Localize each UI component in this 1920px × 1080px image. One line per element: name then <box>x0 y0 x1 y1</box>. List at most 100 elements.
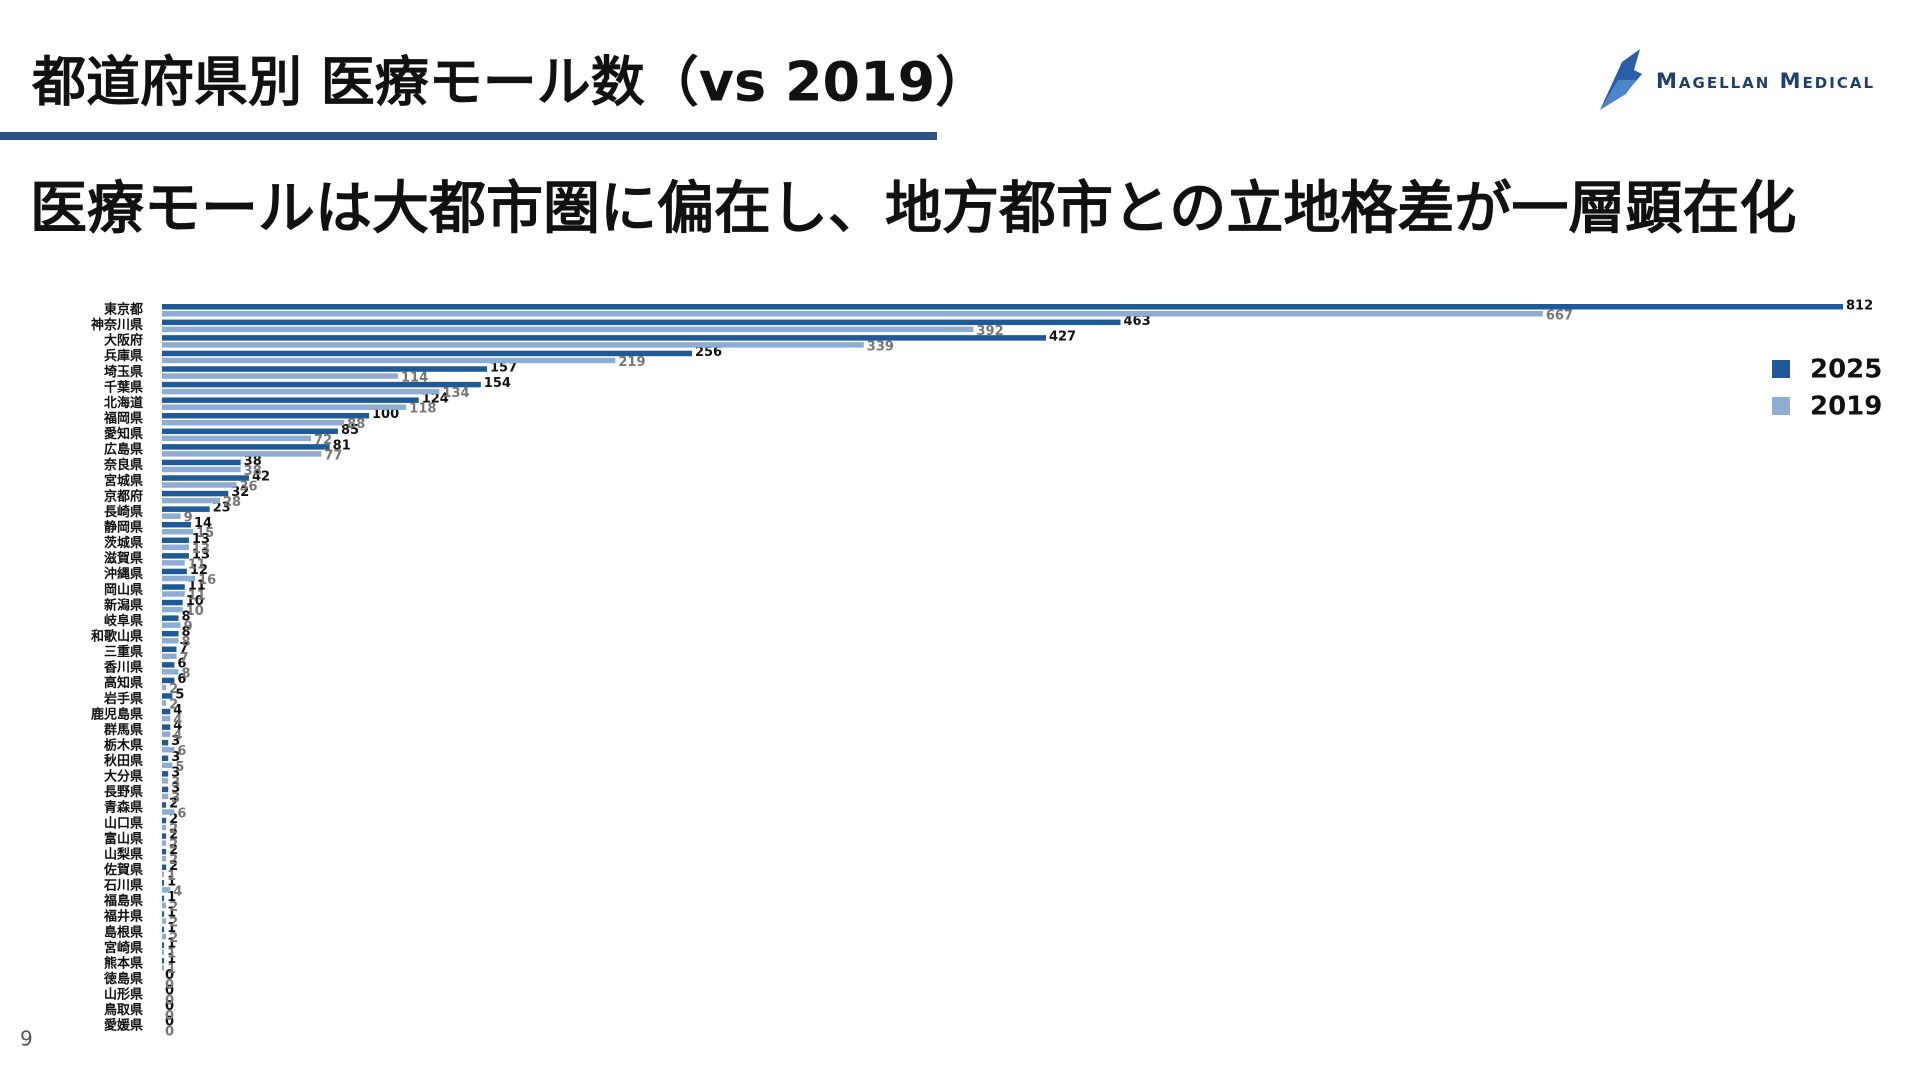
legend-label: 2019 <box>1810 392 1882 422</box>
bar <box>162 809 175 815</box>
bar <box>162 840 167 846</box>
bar <box>162 326 974 333</box>
value-label: 15 <box>196 526 214 541</box>
bar <box>162 357 616 364</box>
bar <box>162 715 171 722</box>
value-label: 13 <box>192 542 210 557</box>
y-tick-label: 千葉県 <box>104 379 143 395</box>
bar <box>162 755 169 762</box>
bar <box>162 708 171 715</box>
legend-swatch <box>1772 397 1790 415</box>
value-label: 36 <box>240 480 258 495</box>
value-label: 8 <box>182 610 191 625</box>
value-label: 2 <box>169 682 178 697</box>
bar <box>162 544 189 551</box>
y-tick-label: 沖縄県 <box>104 566 143 582</box>
value-label: 4 <box>173 719 182 734</box>
legend-label: 2025 <box>1810 355 1882 385</box>
page-number: 9 <box>20 1027 33 1051</box>
bar <box>162 506 210 512</box>
value-label: 1 <box>167 869 176 884</box>
bar <box>162 591 185 597</box>
y-tick-label: 兵庫県 <box>104 348 143 364</box>
bar <box>162 412 370 419</box>
value-label: 8 <box>182 635 191 650</box>
bar <box>162 622 181 628</box>
value-label: 38 <box>244 454 262 469</box>
bar <box>162 793 169 800</box>
bar <box>162 871 165 878</box>
value-label: 85 <box>341 423 359 438</box>
bar <box>162 918 167 924</box>
value-label: 4 <box>173 729 182 744</box>
value-label: 3 <box>171 791 180 806</box>
bar <box>162 964 165 971</box>
y-tick-label: 大阪府 <box>104 333 143 349</box>
y-tick-label: 長野県 <box>104 785 143 800</box>
value-label: 5 <box>175 760 184 775</box>
logo-mark-accent <box>1600 80 1636 110</box>
y-tick-label: 山口県 <box>104 815 143 831</box>
bar <box>162 662 175 668</box>
value-label: 13 <box>192 532 210 547</box>
value-label: 2 <box>169 828 178 843</box>
value-label: 667 <box>1546 308 1573 323</box>
y-tick-label: 埼玉県 <box>104 364 143 380</box>
bar <box>162 684 167 691</box>
bar <box>162 637 179 644</box>
y-tick-label: 長崎県 <box>104 504 143 520</box>
value-label: 10 <box>186 604 204 619</box>
y-tick-label: 秋田県 <box>104 753 143 769</box>
bar <box>162 957 165 964</box>
bar <box>162 786 169 793</box>
value-label: 256 <box>695 345 722 360</box>
y-tick-label: 福岡県 <box>103 410 143 426</box>
y-tick-label: 愛媛県 <box>104 1018 143 1034</box>
value-label: 2 <box>169 931 178 946</box>
bar <box>162 848 167 855</box>
value-label: 32 <box>231 485 249 500</box>
value-label: 4 <box>173 703 182 718</box>
value-label: 6 <box>177 672 186 687</box>
y-tick-label: 宮城県 <box>104 473 143 489</box>
logo: Magellan Medical <box>1600 49 1873 110</box>
bar <box>162 568 187 575</box>
value-label: 9 <box>184 511 193 526</box>
bar <box>162 521 191 528</box>
value-label: 154 <box>484 376 511 391</box>
value-label: 2 <box>169 838 178 853</box>
bar <box>162 700 167 706</box>
bar <box>162 475 249 481</box>
value-label: 2 <box>169 915 178 930</box>
y-tick-label: 愛知県 <box>104 426 143 442</box>
bar <box>162 513 181 519</box>
value-label: 124 <box>422 392 449 407</box>
y-tick-label: 島根県 <box>104 924 143 940</box>
bar <box>162 584 185 590</box>
value-label: 4 <box>173 713 182 728</box>
value-label: 11 <box>188 589 206 604</box>
bar <box>162 388 440 395</box>
value-label: 2 <box>169 900 178 915</box>
value-label: 1 <box>167 947 176 962</box>
value-label: 1 <box>167 952 176 967</box>
value-label: 4 <box>173 884 182 899</box>
bar <box>162 482 237 488</box>
bar <box>162 537 189 544</box>
value-label: 1 <box>167 905 176 920</box>
y-tick-label: 熊本県 <box>104 955 143 971</box>
bar <box>162 739 169 746</box>
value-label: 114 <box>401 371 428 386</box>
bar <box>162 926 165 933</box>
value-label: 3 <box>171 775 180 790</box>
bar <box>162 350 692 357</box>
y-tick-label: 福島県 <box>103 893 143 909</box>
value-label: 9 <box>184 620 193 635</box>
bar <box>162 366 488 372</box>
slide-subtitle: 医療モールは大都市圏に偏在し、地方都市との立地格差が一層顕在化 <box>30 176 1796 242</box>
value-label: 219 <box>618 355 645 370</box>
bar <box>162 855 167 862</box>
legend-swatch <box>1772 360 1790 378</box>
